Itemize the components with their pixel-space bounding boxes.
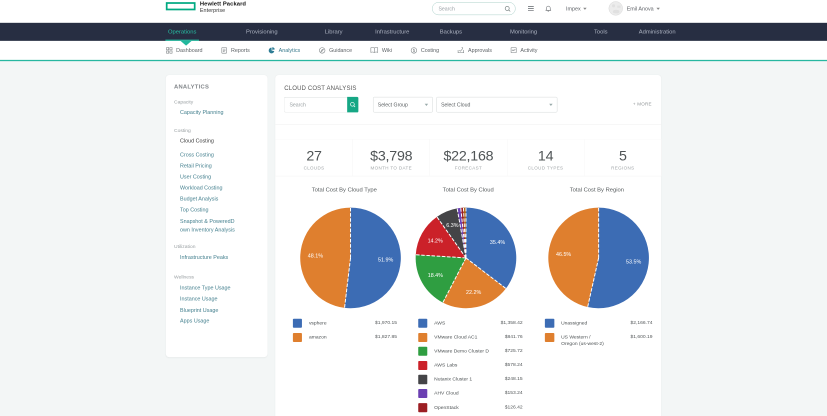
svg-text:53.5%: 53.5%: [626, 260, 641, 266]
svg-text:22.2%: 22.2%: [466, 290, 481, 296]
svg-text:48.1%: 48.1%: [308, 254, 323, 260]
svg-text:6.3%: 6.3%: [446, 223, 458, 229]
svg-text:14.2%: 14.2%: [427, 239, 442, 245]
svg-text:18.4%: 18.4%: [428, 273, 443, 279]
svg-text:35.4%: 35.4%: [490, 240, 505, 246]
svg-text:51.9%: 51.9%: [378, 258, 393, 264]
svg-text:46.5%: 46.5%: [556, 252, 571, 258]
